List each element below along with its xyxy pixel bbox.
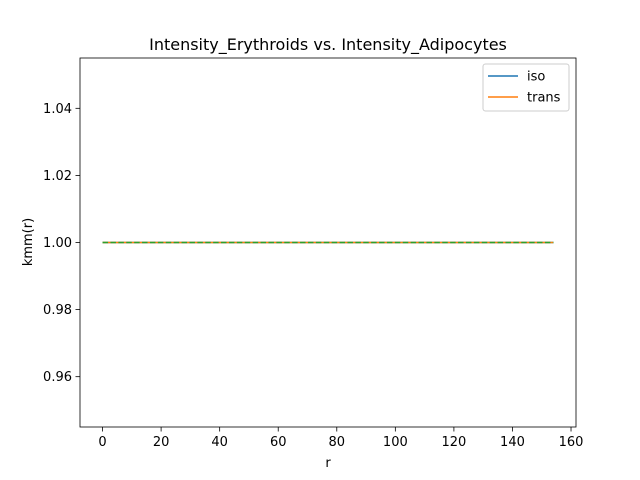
x-tick-label: 100 [383,435,408,450]
x-tick-label: 120 [441,435,466,450]
legend-label-iso: iso [527,70,545,85]
x-tick-label: 80 [329,435,346,450]
x-tick-label: 40 [211,435,228,450]
x-axis-label: r [325,456,331,471]
y-tick-label: 0.98 [43,303,72,318]
x-tick-label: 140 [500,435,525,450]
x-tick-label: 0 [98,435,106,450]
y-tick-label: 1.04 [43,102,72,117]
legend-label-trans: trans [527,91,561,106]
y-axis-label: kmm(r) [21,218,36,266]
chart-title: Intensity_Erythroids vs. Intensity_Adipo… [149,35,507,55]
x-tick-label: 160 [559,435,584,450]
y-tick-label: 1.02 [43,169,72,184]
x-tick-label: 60 [270,435,287,450]
y-tick-label: 0.96 [43,370,72,385]
plot-area: 0 20 40 60 80 100 120 140 160 0.96 0.98 1.00 1.02 1.0… [43,57,584,450]
y-tick-label: 1.00 [43,236,72,251]
x-tick-label: 20 [153,435,170,450]
legend: iso trans [482,63,570,112]
